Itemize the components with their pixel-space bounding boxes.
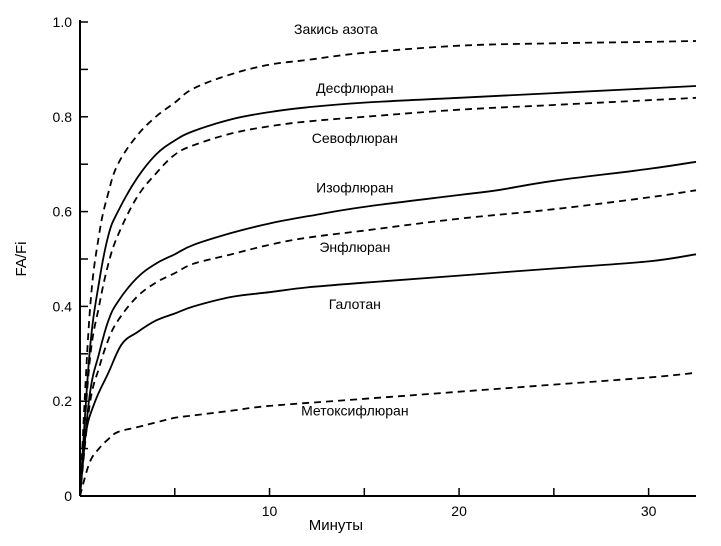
series-labels-layer: Закись азота Десфлюран Севофлюран Изофлюран… [294, 21, 409, 419]
x-axis-title: Минуты [309, 517, 363, 534]
series-line-0 [79, 40, 697, 497]
y-tick-label: 0.8 [53, 109, 73, 125]
series-line-5 [79, 253, 697, 497]
series-label: Закись азота [294, 21, 378, 37]
x-tick-label: 10 [262, 503, 278, 519]
series-line-4 [79, 189, 697, 497]
y-tick-label: 0 [64, 488, 72, 504]
y-tick-label: 0.4 [53, 298, 73, 314]
series-line-6 [79, 371, 697, 497]
y-tick-label: 1.0 [53, 14, 73, 30]
series-label: Севофлюран [312, 130, 398, 146]
x-tick-label: 30 [641, 503, 657, 519]
series-label: Изофлюран [316, 180, 393, 196]
y-axis-title: FA/Fi [13, 241, 30, 276]
series-label: Галотан [329, 296, 381, 312]
series-label: Десфлюран [316, 80, 393, 96]
series-line-3 [79, 160, 697, 497]
x-tick-label: 20 [451, 503, 467, 519]
series-line-2 [79, 96, 697, 497]
y-tick-label: 0.2 [53, 393, 73, 409]
ticks-layer: 0 0.2 0.4 0.6 0.8 1.0 10 20 30 [53, 14, 657, 519]
y-tick-label: 0.6 [53, 204, 73, 220]
curves-layer [79, 40, 697, 497]
axes-layer: 0 0.2 0.4 0.6 0.8 1.0 10 20 30 [53, 14, 696, 519]
series-label: Метоксифлюран [301, 402, 408, 418]
series-label: Энфлюран [319, 239, 390, 255]
series-line-1 [79, 85, 697, 497]
